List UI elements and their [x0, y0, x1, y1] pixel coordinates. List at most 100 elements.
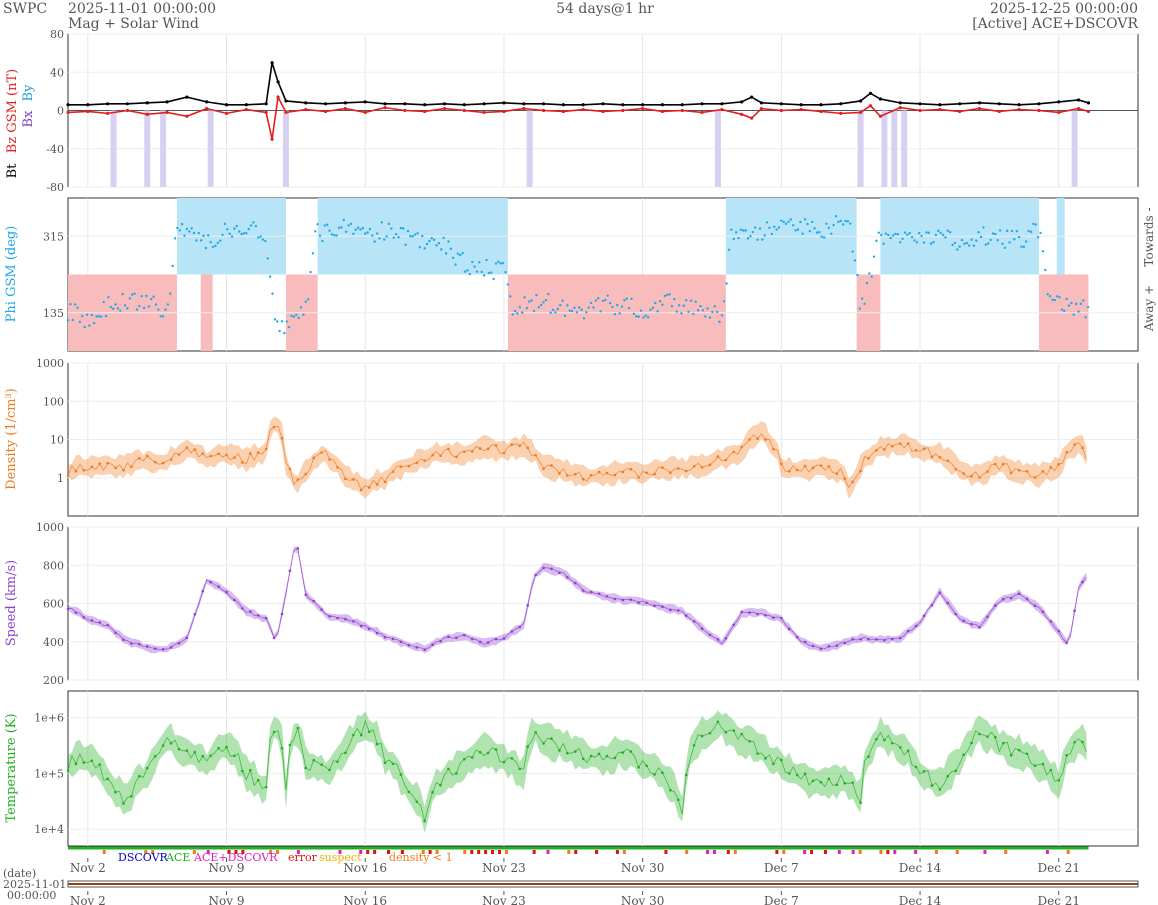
bz-point: [205, 106, 209, 111]
temperature-point: [518, 767, 522, 771]
phi-point: [606, 294, 609, 297]
phi-point: [906, 233, 909, 236]
phi-point: [689, 299, 693, 303]
bz-point: [759, 106, 764, 111]
phi-point: [204, 246, 208, 250]
phi-point: [860, 297, 864, 300]
density-point: [986, 470, 989, 473]
phi-point: [863, 302, 866, 306]
phi-point: [290, 314, 293, 318]
phi-point: [751, 230, 754, 234]
phi-point: [121, 292, 124, 296]
bt-point: [66, 103, 70, 107]
phi-point: [100, 315, 103, 318]
temperature-point: [835, 783, 839, 787]
speed-point: [1017, 592, 1021, 596]
speed-point: [1001, 597, 1005, 601]
status-flag: [726, 850, 730, 854]
phi-point: [416, 232, 419, 235]
bt-point: [1086, 101, 1091, 105]
temperature-point: [1073, 740, 1076, 744]
temperature-point: [605, 754, 609, 758]
bz-point: [1037, 108, 1041, 113]
speed-point: [970, 622, 973, 626]
phi-point: [235, 224, 239, 228]
speed-point: [890, 637, 894, 641]
phi-point: [199, 239, 203, 242]
phi-point: [704, 315, 707, 318]
density-point: [201, 452, 205, 455]
speed-point: [566, 575, 569, 579]
phi-point: [758, 227, 762, 230]
phi-point: [742, 229, 745, 232]
bt-point: [541, 102, 546, 106]
bz-point: [581, 107, 585, 112]
phi-point: [252, 221, 255, 224]
phi-point: [770, 232, 774, 236]
temperature-point: [90, 759, 94, 762]
phi-point: [601, 299, 605, 303]
phi-point: [95, 315, 98, 318]
phi-point: [763, 234, 766, 237]
temperature-point: [1001, 741, 1005, 745]
phi-ytick-label: 135: [43, 307, 64, 320]
phi-point: [713, 305, 716, 308]
phi-point: [397, 236, 400, 239]
speed-point: [359, 624, 363, 628]
bt-point: [641, 103, 645, 107]
bz-point: [740, 112, 744, 116]
phi-point: [632, 312, 636, 316]
phi-point: [937, 229, 940, 233]
phi-point: [380, 221, 384, 224]
status-flag: [858, 850, 862, 854]
status-flag: [622, 850, 626, 854]
temperature-point: [811, 779, 815, 783]
phi-point: [226, 228, 229, 231]
speed-point: [256, 614, 260, 617]
temperature-point: [629, 750, 633, 753]
x-tick-label-row2: Nov 16: [343, 894, 387, 905]
phi-point: [473, 265, 476, 268]
x-tick-label-row2: Dec 21: [1037, 894, 1080, 905]
density-point: [716, 455, 720, 458]
temperature-point: [938, 788, 942, 791]
density-point: [169, 458, 173, 461]
x-tick-label-row1: Dec 21: [1037, 861, 1080, 875]
phi-point: [963, 242, 966, 245]
status-flag: [477, 850, 481, 854]
status-flag: [276, 850, 280, 854]
speed-point: [954, 612, 958, 616]
phi-point: [197, 231, 200, 235]
status-flag: [803, 850, 807, 854]
phi-point: [927, 231, 930, 234]
phi-point: [85, 313, 89, 316]
temperature-point: [637, 766, 640, 769]
density-point: [724, 458, 728, 462]
mag-ytick-label: -40: [46, 143, 64, 156]
temperature-point: [986, 735, 989, 738]
phi-point: [69, 303, 72, 306]
x-tick-label-row2: Dec 14: [899, 894, 942, 905]
temperature-point: [98, 763, 102, 766]
bt-point: [343, 101, 348, 105]
phi-point: [88, 324, 91, 327]
status-flag: [775, 850, 779, 854]
density-ytick-label: 10: [50, 434, 64, 447]
status-flag: [463, 850, 467, 854]
speed-point: [312, 599, 316, 603]
density-point: [930, 455, 934, 459]
density-point: [344, 477, 347, 481]
phi-point: [1013, 238, 1016, 241]
bt-point: [977, 101, 982, 105]
temperature-point: [558, 749, 561, 752]
phi-point: [680, 312, 683, 315]
phi-point: [853, 259, 857, 262]
phi-point: [561, 299, 564, 302]
temperature-point: [122, 802, 125, 805]
x-tick-label-row1: Nov 23: [482, 861, 526, 875]
temperature-point: [843, 781, 847, 785]
density-point: [613, 473, 617, 477]
phi-point: [604, 298, 607, 302]
speed-point: [605, 595, 609, 598]
phi-point: [699, 305, 702, 308]
